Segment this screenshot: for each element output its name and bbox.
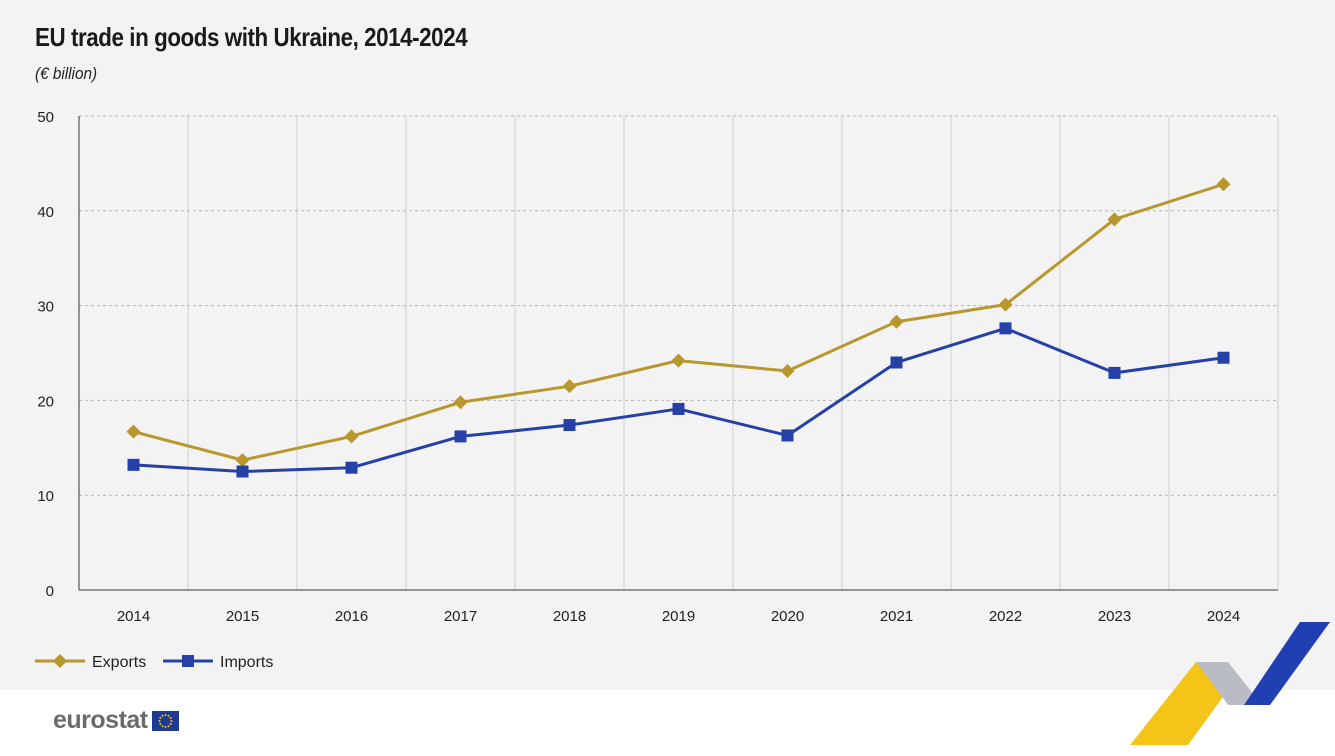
data-point-exports (562, 379, 577, 394)
eu-flag-icon (151, 710, 179, 731)
data-point-exports (1216, 177, 1231, 192)
data-point-imports (127, 458, 140, 471)
x-tick-label: 2016 (335, 608, 368, 625)
x-tick-label: 2017 (444, 608, 477, 625)
x-tick-label: 2023 (1098, 608, 1131, 625)
data-point-imports (236, 465, 249, 478)
data-point-imports (345, 461, 358, 474)
data-point-imports (999, 322, 1012, 335)
data-point-exports (344, 429, 359, 444)
x-tick-label: 2018 (553, 608, 586, 625)
data-point-imports (672, 402, 685, 415)
eurostat-logo: eurostat (53, 706, 179, 735)
data-point-exports (780, 364, 795, 379)
data-point-exports (235, 453, 250, 468)
data-point-exports (126, 424, 141, 439)
legend-label-imports: Imports (220, 654, 273, 671)
chart-title: EU trade in goods with Ukraine, 2014-202… (35, 22, 468, 52)
data-point-imports (1108, 366, 1121, 379)
data-point-exports (453, 395, 468, 410)
x-tick-label: 2020 (771, 608, 804, 625)
y-tick-label: 10 (37, 488, 54, 505)
eurostat-logo-text: eurostat (53, 706, 148, 734)
data-point-exports (1107, 212, 1122, 227)
legend-marker-imports (182, 655, 194, 667)
x-tick-label: 2021 (880, 608, 913, 625)
data-point-exports (671, 353, 686, 368)
grey-chevron-shape (1196, 662, 1262, 705)
blue-chevron-shape (1244, 622, 1330, 705)
x-tick-label: 2014 (117, 608, 150, 625)
yellow-chevron-shape (1130, 662, 1228, 745)
x-tick-label: 2015 (226, 608, 259, 625)
data-point-imports (454, 430, 467, 443)
chart-subtitle: (€ billion) (35, 64, 98, 83)
x-tick-label: 2022 (989, 608, 1022, 625)
data-point-exports (998, 297, 1013, 312)
data-point-imports (890, 356, 903, 369)
data-point-imports (563, 419, 576, 432)
x-tick-label: 2019 (662, 608, 695, 625)
y-tick-label: 20 (37, 393, 54, 410)
y-tick-label: 40 (37, 204, 54, 221)
data-point-imports (1217, 351, 1230, 364)
data-point-exports (889, 314, 904, 329)
footer (0, 690, 1335, 756)
legend-label-exports: Exports (92, 654, 146, 671)
line-chart: 0 10 20 30 40 50 2014 2015 2016 2017 2018 2019 2020 2… (35, 109, 1279, 671)
y-tick-label: 30 (37, 299, 54, 316)
x-tick-label: 2024 (1207, 608, 1240, 625)
y-tick-label: 0 (46, 583, 54, 600)
legend-marker-exports (53, 654, 67, 668)
data-point-imports (781, 429, 794, 442)
y-tick-label: 50 (37, 109, 54, 126)
